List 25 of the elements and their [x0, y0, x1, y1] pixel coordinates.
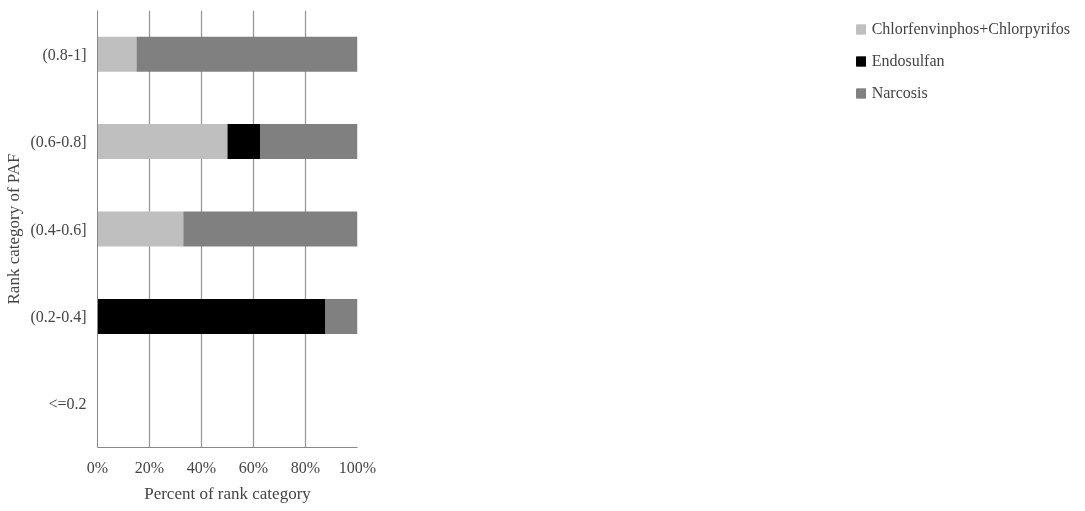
bar — [260, 124, 358, 160]
bar — [183, 211, 358, 247]
x-tick-label: 80% — [290, 458, 321, 476]
x-tick-label: 100% — [338, 458, 377, 476]
legend-label: Chlorfenvinphos+Chlorpyrifos — [871, 20, 1070, 38]
bar — [325, 298, 358, 334]
legend-label: Endosulfan — [871, 52, 945, 70]
x-tick-label: 60% — [238, 458, 269, 476]
bar — [97, 211, 184, 247]
bar — [97, 298, 325, 334]
x-tick-label: 40% — [186, 458, 217, 476]
x-tick-label: 0% — [86, 458, 109, 476]
y-tick-label: (0.4-0.6] — [30, 220, 87, 239]
bar — [97, 36, 137, 72]
y-tick-label: (0.6-0.8] — [30, 133, 87, 152]
x-tick-label: 20% — [134, 458, 165, 476]
legend-label: Narcosis — [871, 84, 928, 102]
y-tick-label: (0.2-0.4] — [30, 307, 87, 326]
bar — [227, 124, 260, 160]
y-tick-label: <=0.2 — [48, 395, 87, 413]
y-axis-title: Rank category of PAF — [3, 153, 23, 305]
bar — [136, 36, 358, 72]
x-axis-title: Percent of rank category — [144, 483, 312, 503]
y-tick-label: (0.8-1] — [42, 45, 87, 64]
bar — [97, 124, 228, 160]
